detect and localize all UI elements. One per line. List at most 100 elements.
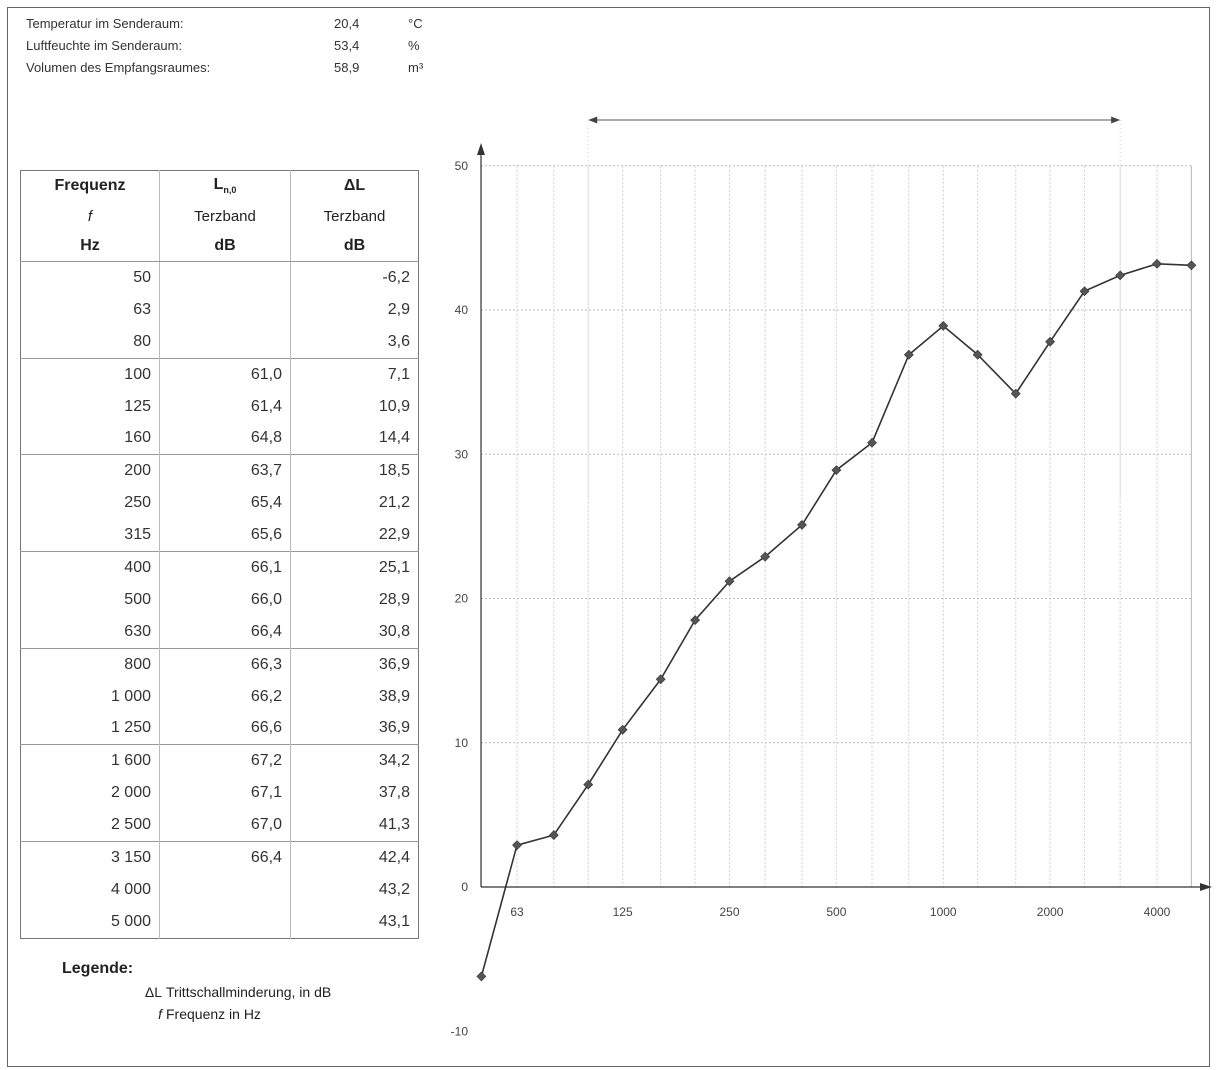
meta-label: Temperatur im Senderaum:: [26, 16, 184, 31]
row-level: 66,6: [159, 712, 291, 745]
data-point-marker: [903, 349, 914, 360]
row-level: 67,1: [159, 777, 291, 810]
x-tick-label: 63: [510, 905, 524, 919]
header-delta-band: Terzband: [323, 207, 386, 225]
row-frequency: 125: [20, 390, 160, 423]
table-row: 100 61,0 7,1: [20, 357, 419, 391]
table-row: 50 -6,2: [20, 261, 419, 294]
row-level: 65,6: [159, 519, 291, 552]
row-delta-l: -6,2: [382, 268, 410, 286]
row-frequency: 1 250: [20, 712, 160, 745]
row-level: 67,0: [159, 809, 291, 842]
row-delta-l: 14,4: [378, 429, 410, 447]
row-delta-l: 21,2: [378, 494, 410, 512]
frequency-symbol: f: [87, 207, 93, 225]
data-point-marker: [617, 724, 628, 735]
legend-text: Frequenz in Hz: [166, 1006, 261, 1022]
row-frequency: 2 000: [20, 777, 160, 810]
header-level-symbol: L: [213, 176, 224, 194]
row-delta-l: 28,9: [378, 590, 410, 608]
row-frequency: 315: [20, 519, 160, 552]
table-row: 125 61,4 10,9: [20, 390, 419, 423]
row-frequency: 400: [20, 551, 160, 584]
legend-symbol: ΔL: [144, 984, 162, 1000]
legend-symbol-italic: f: [158, 1006, 162, 1022]
x-tick-label: 125: [613, 905, 633, 919]
table-row: 160 64,8 14,4: [20, 422, 419, 455]
header-level: Ln,0: [159, 170, 291, 201]
x-axis-arrow-icon: [1200, 883, 1212, 891]
y-tick-label: 10: [455, 736, 469, 750]
row-delta-l: 10,9: [378, 397, 410, 415]
y-tick-label: 30: [455, 447, 469, 461]
table-row: 80 3,6: [20, 325, 419, 359]
row-delta-l: 43,2: [378, 880, 410, 898]
row-delta-l: 37,8: [378, 784, 410, 802]
meta-value: 53,4: [334, 38, 360, 53]
data-point-marker: [1079, 286, 1090, 297]
data-point-marker: [760, 551, 771, 562]
meta-unit: %: [408, 38, 420, 53]
row-delta-l: 2,9: [387, 300, 410, 318]
legend-item-delta-l: ΔL Trittschallminderung, in dB: [142, 984, 331, 1006]
table-row: 1 000 66,2 38,9: [20, 680, 419, 713]
row-frequency: 2 500: [20, 809, 160, 842]
table-row: 250 65,4 21,2: [20, 487, 419, 520]
table-body: 50 -6,2 63 2,9 80 3,6 100 61,0 7,1 125 61,4 10,9 160…: [20, 261, 419, 939]
table-row: 63 2,9: [20, 293, 419, 326]
y-tick-label: -10: [451, 1024, 469, 1038]
y-axis-arrow-icon: [477, 143, 485, 155]
row-frequency: 100: [20, 357, 160, 391]
report-frame: [7, 7, 1210, 1067]
table-row: 2 000 67,1 37,8: [20, 777, 419, 810]
row-level: [159, 261, 291, 294]
row-level: 66,1: [159, 551, 291, 584]
row-level: 61,4: [159, 390, 291, 423]
data-point-marker: [831, 465, 842, 476]
table-row: 400 66,1 25,1: [20, 551, 419, 584]
table-row: 1 250 66,6 36,9: [20, 712, 419, 745]
y-tick-label: 0: [461, 880, 468, 894]
row-delta-l: 43,1: [378, 912, 410, 930]
table-row: 800 66,3 36,9: [20, 647, 419, 681]
data-point-marker: [476, 971, 487, 982]
legend-text: Trittschallminderung, in dB: [166, 984, 332, 1000]
row-delta-l: 42,4: [290, 841, 419, 874]
data-point-marker: [1045, 336, 1056, 347]
frequency-table: Frequenz Ln,0 ΔL f Terzband Terzband Hz …: [20, 170, 419, 939]
x-tick-label: 250: [719, 905, 739, 919]
data-point-marker: [972, 349, 983, 360]
data-point-marker: [1152, 258, 1162, 269]
chart-axes: [477, 143, 1212, 891]
row-frequency: 3 150: [20, 841, 160, 874]
row-delta-l: 3,6: [387, 332, 410, 350]
row-delta-l: 38,9: [378, 687, 410, 705]
row-frequency: 500: [20, 583, 160, 616]
meta-value: 20,4: [334, 16, 360, 31]
x-tick-label: 500: [826, 905, 846, 919]
data-point-marker: [797, 520, 807, 530]
legend-item-frequency: f Frequenz in Hz: [142, 1006, 331, 1028]
row-delta-l: 25,1: [290, 551, 419, 584]
table-row: 1 600 67,2 34,2: [20, 744, 419, 778]
data-point-marker: [867, 437, 877, 448]
table-row: 3 150 66,4 42,4: [20, 841, 419, 874]
row-level: [159, 293, 291, 326]
arrow-right-icon: [1111, 116, 1121, 124]
row-level: [159, 873, 291, 906]
row-level: 66,2: [159, 680, 291, 713]
header-level-unit: dB: [159, 231, 291, 262]
row-level: 67,2: [159, 744, 291, 778]
x-tick-label: 1000: [930, 905, 957, 919]
row-level: [159, 325, 291, 359]
table-row: 5 000 43,1: [20, 905, 419, 939]
x-tick-label: 2000: [1037, 905, 1064, 919]
row-frequency: 200: [20, 454, 160, 488]
meta-unit: °C: [408, 16, 423, 31]
row-level: 66,3: [159, 647, 291, 681]
data-point-marker: [1115, 270, 1126, 281]
meta-unit: m³: [408, 60, 424, 75]
table-row: 500 66,0 28,9: [20, 583, 419, 616]
y-tick-label: 50: [455, 159, 469, 173]
